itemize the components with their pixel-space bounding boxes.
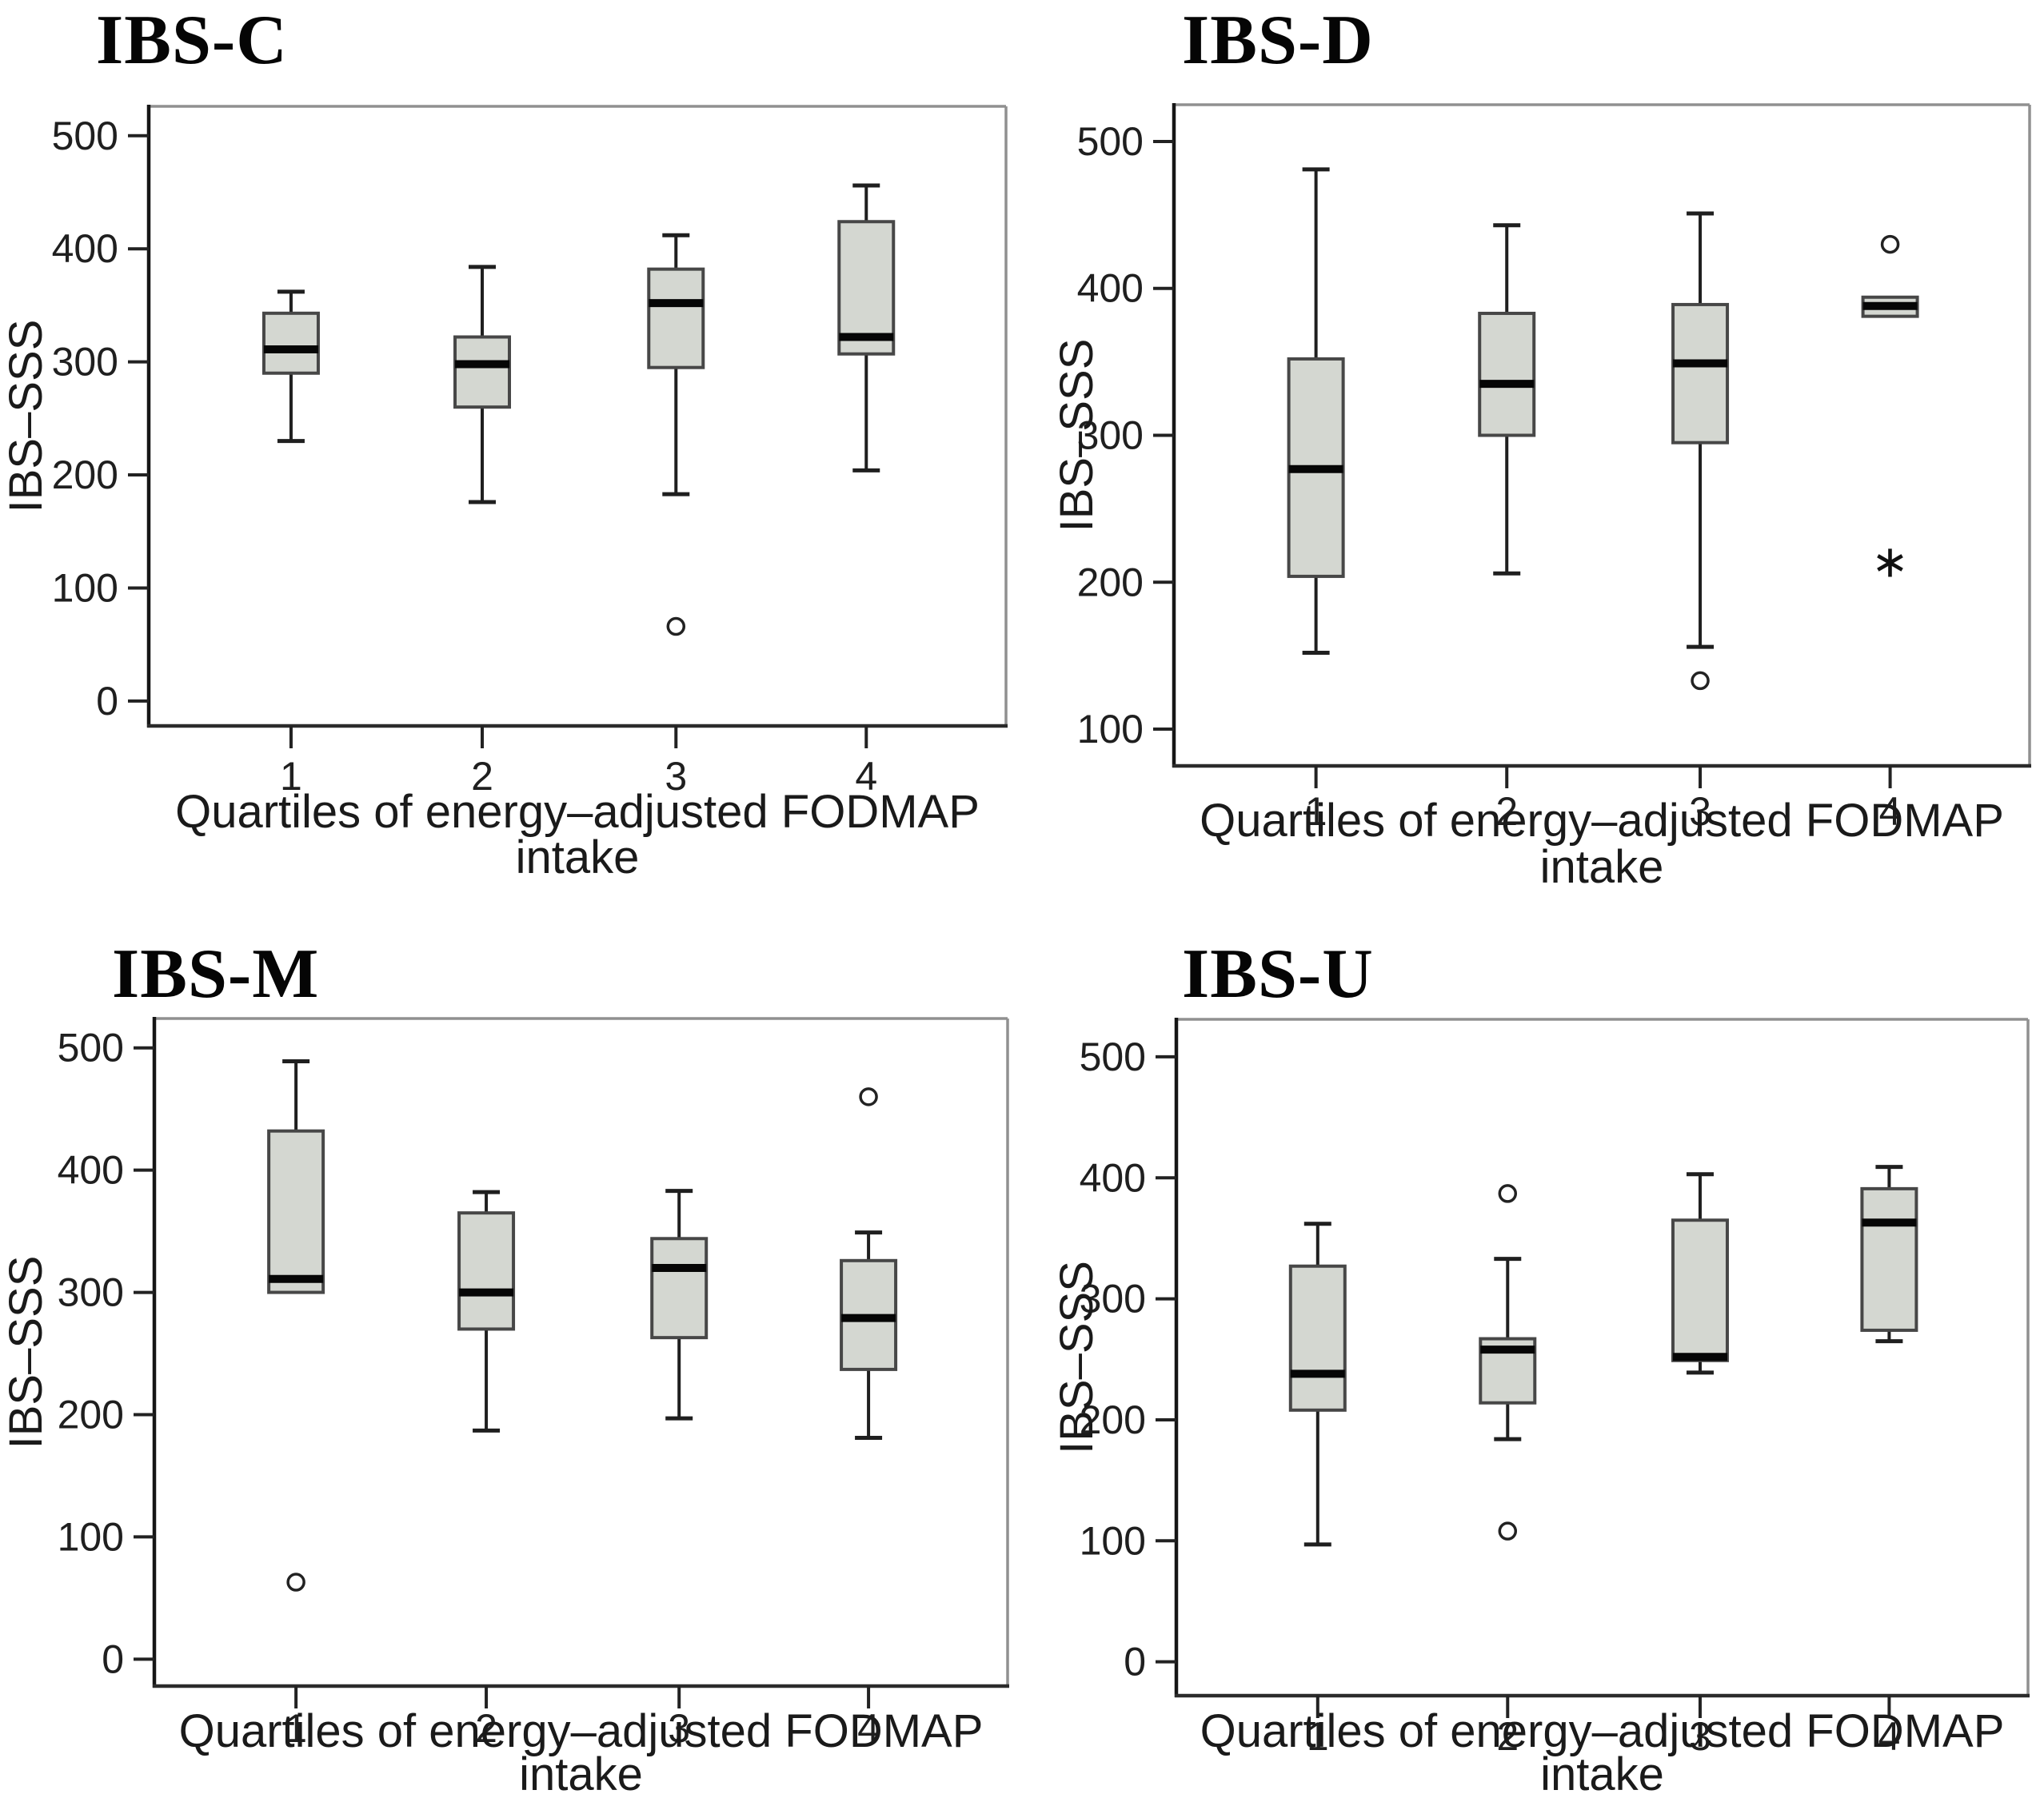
- outlier-circle: [1691, 671, 1710, 691]
- y-tick-label: 500: [1077, 119, 1144, 164]
- x-tick-label: 4: [1879, 789, 1902, 834]
- x-tick-label: 3: [665, 754, 687, 799]
- y-axis-label: IBS–SSS: [0, 1256, 52, 1449]
- y-tick-label: 500: [52, 114, 118, 158]
- y-tick-label: 100: [1077, 707, 1144, 751]
- panel-ibs-c: IBS-C 0 100 200 300 400 500 1 2 3 4 IBS–SSS Quartil…: [0, 0, 1022, 897]
- y-tick-label: 400: [1080, 1155, 1146, 1200]
- x-axis-label-line2: intake: [1540, 1748, 1664, 1794]
- outlier-circle: [666, 616, 686, 636]
- panel-ibs-u: IBS-U 0 100 200 300 400 500 1 2 3 4 IBS–SSS Quartil…: [1022, 897, 2044, 1794]
- boxplot-svg-ibs-c: 0 100 200 300 400 500 1 2 3 4 IBS–SSS Quartiles of …: [0, 105, 1008, 883]
- y-tick-label: 0: [1124, 1640, 1146, 1684]
- box-iqr: [1288, 1264, 1347, 1412]
- box-iqr: [267, 1129, 325, 1294]
- y-tick-label: 500: [58, 1026, 124, 1070]
- boxplot-svg-ibs-m: 0 100 200 300 400 500 1 2 3 4 IBS–SSS Quartiles of …: [0, 1017, 1009, 1794]
- y-tick-label: 200: [52, 452, 118, 497]
- outlier-circle: [1498, 1184, 1518, 1203]
- extreme-star: ∗: [1871, 536, 1909, 588]
- x-axis-label-line1: Quartiles of energy–adjusted FODMAP: [1200, 1705, 2005, 1757]
- outlier-circle: [286, 1573, 305, 1592]
- x-tick-label: 3: [668, 1706, 690, 1751]
- y-axis-label: IBS–SSS: [1051, 1261, 1103, 1454]
- box-iqr: [1671, 302, 1730, 445]
- box-iqr: [1671, 1218, 1729, 1362]
- y-tick-label: 300: [52, 340, 118, 385]
- x-axis-label-line2: intake: [519, 1748, 643, 1794]
- y-tick-label: 100: [52, 565, 118, 610]
- x-axis-label-line2: intake: [1540, 841, 1664, 893]
- x-tick-label: 4: [857, 1706, 880, 1751]
- y-tick-label: 500: [1080, 1035, 1146, 1079]
- y-tick-label: 200: [58, 1392, 124, 1437]
- x-tick-label: 2: [475, 1706, 497, 1751]
- x-tick-label: 4: [855, 754, 877, 799]
- outlier-circle: [1880, 234, 1900, 254]
- x-tick-label: 3: [1689, 789, 1711, 834]
- y-tick-label: 100: [58, 1514, 124, 1559]
- x-tick-label: 2: [1495, 789, 1518, 834]
- y-axis-label: IBS–SSS: [0, 320, 52, 513]
- x-tick-label: 4: [1878, 1714, 1900, 1759]
- x-tick-label: 2: [471, 754, 493, 799]
- y-tick-label: 400: [1077, 266, 1144, 311]
- boxplot-svg-ibs-u: 0 100 200 300 400 500 1 2 3 4 IBS–SSS Quartiles of …: [1051, 1018, 2030, 1794]
- box-iqr: [650, 1237, 709, 1340]
- panel-title-ibs-u: IBS-U: [1182, 935, 1374, 1013]
- box-iqr: [1478, 311, 1536, 437]
- y-tick-label: 300: [58, 1270, 124, 1315]
- y-tick-label: 300: [1080, 1277, 1146, 1322]
- x-axis-label-line1: Quartiles of energy–adjusted FODMAP: [175, 786, 980, 838]
- panel-title-ibs-d: IBS-D: [1182, 2, 1374, 79]
- x-tick-label: 1: [285, 1706, 307, 1751]
- y-axis-label: IBS–SSS: [1051, 339, 1103, 532]
- outlier-circle: [1498, 1521, 1518, 1541]
- boxplot-svg-ibs-d: 100 200 300 400 500 1 2 3 4 ∗ IBS–SSS Quartiles of …: [1051, 103, 2031, 893]
- x-tick-label: 2: [1496, 1714, 1519, 1759]
- panel-ibs-d: IBS-D 100 200 300 400 500 1 2 3 4 ∗ IBS–SSS Quartil…: [1022, 0, 2044, 897]
- panel-ibs-m: IBS-M 0 100 200 300 400 500 1 2 3 4 IBS–SSS Quartil…: [0, 897, 1022, 1794]
- box-iqr: [453, 335, 512, 409]
- x-tick-label: 1: [1305, 789, 1327, 834]
- x-axis-label-line1: Quartiles of energy–adjusted FODMAP: [179, 1705, 984, 1757]
- y-tick-label: 0: [102, 1637, 124, 1681]
- outlier-circle: [859, 1087, 878, 1106]
- y-tick-label: 200: [1080, 1397, 1146, 1442]
- x-tick-label: 3: [1689, 1714, 1711, 1759]
- box-iqr: [837, 220, 896, 356]
- y-tick-label: 0: [96, 679, 118, 724]
- x-tick-label: 1: [1307, 1714, 1329, 1759]
- x-axis-label-line2: intake: [516, 831, 640, 883]
- box-iqr: [1860, 1186, 1918, 1332]
- panel-title-ibs-m: IBS-M: [112, 935, 320, 1013]
- y-tick-label: 400: [58, 1148, 124, 1193]
- box-iqr: [457, 1211, 516, 1331]
- box-iqr: [261, 311, 320, 375]
- x-axis-label-line1: Quartiles of energy–adjusted FODMAP: [1200, 795, 2004, 847]
- y-tick-label: 300: [1077, 413, 1144, 458]
- y-tick-label: 400: [52, 226, 118, 271]
- y-tick-label: 100: [1080, 1518, 1146, 1563]
- panel-title-ibs-c: IBS-C: [96, 2, 288, 79]
- x-tick-label: 1: [280, 754, 302, 799]
- box-iqr: [647, 267, 705, 369]
- y-tick-label: 200: [1077, 560, 1144, 604]
